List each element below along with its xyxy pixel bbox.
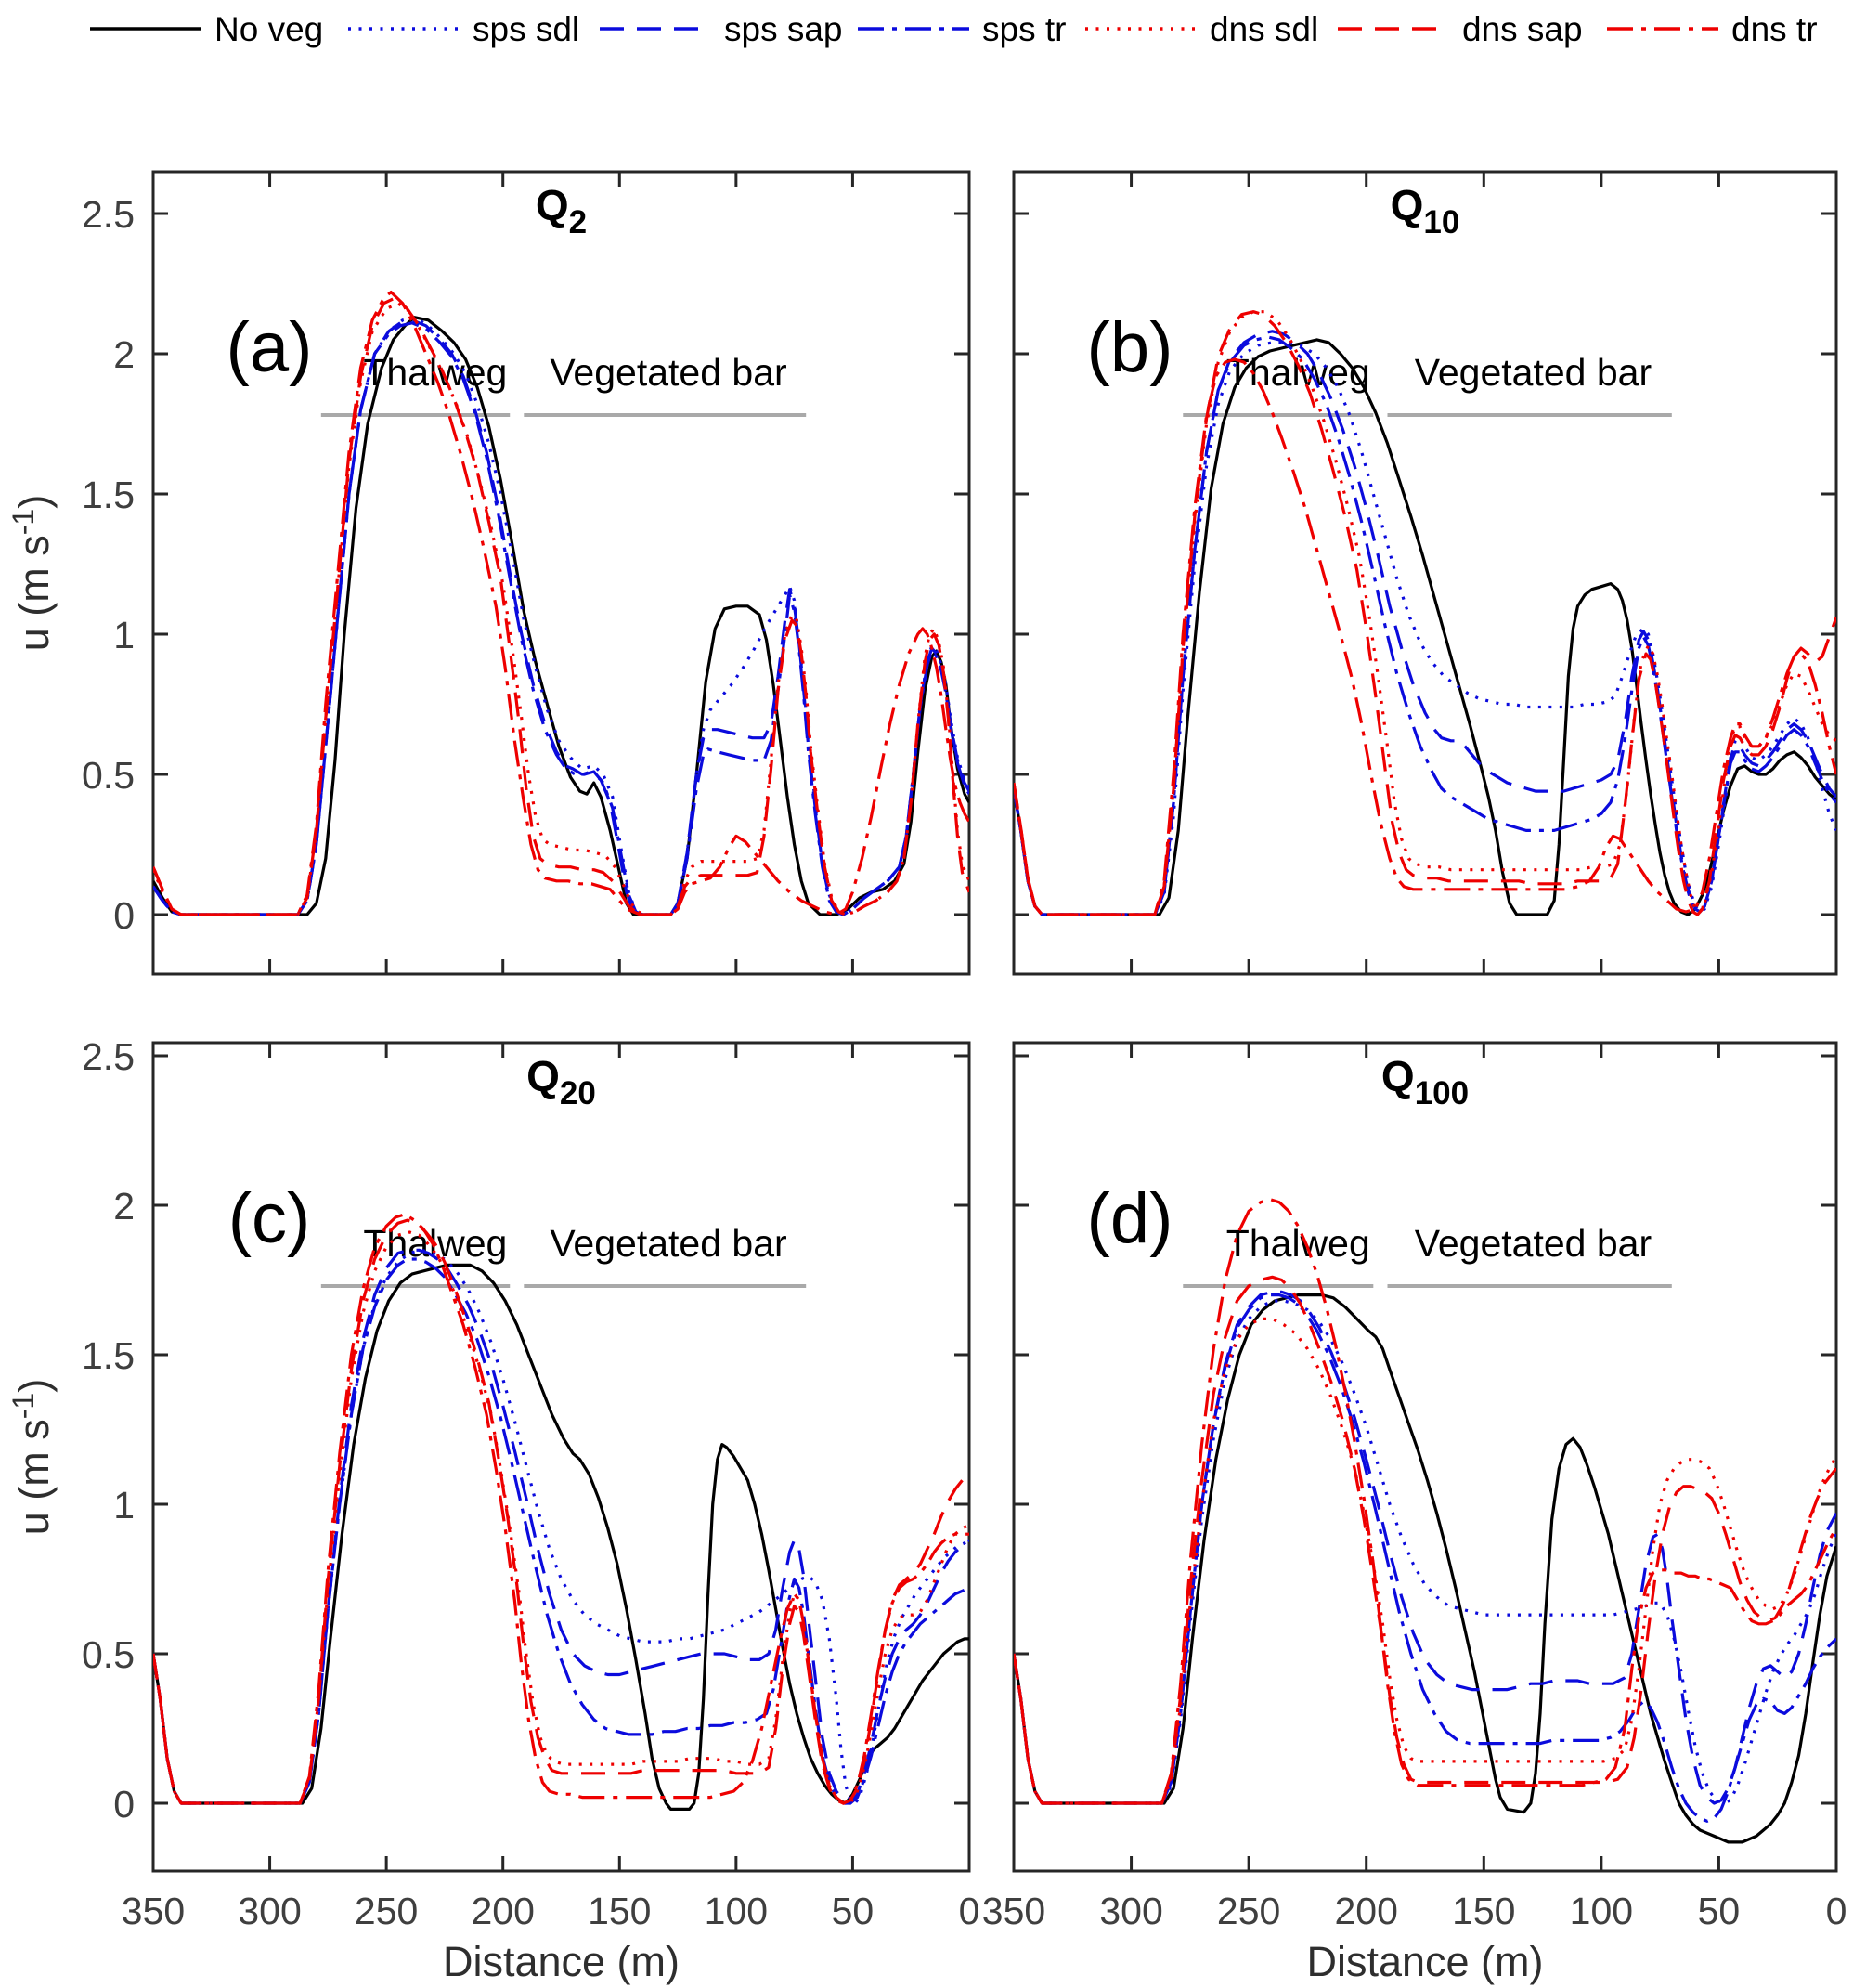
x-tick-label: 100 [705, 1890, 768, 1932]
series-sps_sap [1014, 1290, 1836, 1805]
series-dns_tr [153, 291, 969, 916]
x-tick-label: 250 [1217, 1890, 1280, 1932]
y-tick-label: 2 [113, 1185, 135, 1228]
series-sps_tr [1014, 1293, 1836, 1823]
y-tick-label: 1 [113, 614, 135, 656]
annotation-thalweg-label: Thalweg [363, 351, 507, 394]
y-tick-label: 0.5 [82, 754, 135, 797]
x-tick-label: 350 [982, 1890, 1045, 1932]
series-sps_tr [153, 1257, 969, 1805]
series-dns_sap [153, 296, 969, 916]
subplot-b: Q10 (b) Thalweg Vegetated bar [1012, 170, 1838, 976]
subplot-d: 350 300 250 200 150 100 50 0 Distance (m) Q100 (d)… [982, 1041, 1847, 1985]
x-axis-label: Distance (m) [1306, 1938, 1543, 1985]
y-tick-label: 0 [113, 894, 135, 937]
panel-label: (b) [1087, 308, 1173, 387]
legend-item-sps_sap: sps sap [600, 10, 843, 48]
series-sps_sdl [1014, 1299, 1836, 1805]
series-group [153, 291, 969, 916]
legend-label: No veg [214, 10, 323, 48]
annotation-thalweg-label: Thalweg [1226, 351, 1370, 394]
x-tick-label: 100 [1570, 1890, 1633, 1932]
plot-title: Q10 [1391, 181, 1460, 240]
y-tick-label: 1.5 [82, 1334, 135, 1377]
annotation-vegetated-bar-label: Vegetated bar [550, 1222, 786, 1265]
x-tick-label: 50 [1698, 1890, 1741, 1932]
y-axis-label: u (m s-1) [6, 495, 58, 651]
plot-title: Q2 [536, 181, 587, 240]
series-sps_tr [1014, 335, 1836, 916]
series-sps_sdl [153, 316, 969, 916]
series-no_veg [1014, 338, 1836, 916]
series-dns_sdl [153, 1230, 969, 1805]
y-tick-label: 2.5 [82, 1035, 135, 1078]
series-dns_sdl [1014, 310, 1836, 916]
series-sps_sap [1014, 330, 1836, 916]
legend-item-no_veg: No veg [90, 10, 323, 48]
subplot-c: 350 300 250 200 150 100 50 0 0 0.5 1 1.5 2 2.5 Distanc… [6, 1035, 979, 1985]
y-tick-label: 0 [113, 1783, 135, 1826]
x-tick-label: 300 [1099, 1890, 1162, 1932]
plot-title: Q20 [526, 1052, 596, 1111]
x-axis-label: Distance (m) [443, 1938, 680, 1985]
x-tick-label: 200 [472, 1890, 535, 1932]
legend-label: dns sdl [1210, 10, 1318, 48]
x-tick-label: 0 [959, 1890, 980, 1932]
series-group [1014, 1197, 1836, 1844]
legend-label: sps tr [982, 10, 1066, 48]
x-tick-label: 250 [355, 1890, 418, 1932]
plot-frame [1012, 1041, 1838, 1873]
x-tick-label: 50 [832, 1890, 875, 1932]
series-dns_tr [153, 1213, 969, 1805]
y-axis-label: u (m s-1) [6, 1379, 58, 1535]
legend-label: sps sdl [473, 10, 579, 48]
y-tick-label: 1.5 [82, 474, 135, 516]
legend-label: sps sap [724, 10, 843, 48]
plot-frame [151, 170, 971, 976]
series-sps_sap [153, 318, 969, 916]
x-tick-label: 300 [238, 1890, 301, 1932]
annotation-thalweg-label: Thalweg [1226, 1222, 1370, 1265]
series-dns_sap [1014, 310, 1836, 916]
y-tick-label: 0.5 [82, 1633, 135, 1676]
x-tick-label: 200 [1335, 1890, 1398, 1932]
y-tick-label: 2 [113, 333, 135, 376]
annotation-vegetated-bar-label: Vegetated bar [1415, 351, 1652, 394]
legend: No veg sps sdl sps sap sps tr dns sdl dns sap… [90, 10, 1818, 48]
series-sps_tr [153, 321, 969, 916]
series-group [1014, 310, 1836, 916]
panel-label: (a) [227, 308, 313, 387]
subplot-a: 0 0.5 1 1.5 2 2.5 u (m s-1) Q2 (a) Thalweg Vegetat… [6, 170, 971, 976]
series-no_veg [1014, 1293, 1836, 1844]
legend-item-sps_sdl: sps sdl [348, 10, 579, 48]
x-tick-label: 350 [122, 1890, 185, 1932]
plot-title: Q100 [1381, 1052, 1469, 1111]
y-tick-label: 1 [113, 1484, 135, 1527]
series-dns_tr [1014, 1197, 1836, 1805]
x-tick-label: 150 [1452, 1890, 1515, 1932]
series-dns_sap [153, 1218, 969, 1805]
series-group [153, 1213, 969, 1812]
series-dns_tr [1014, 357, 1836, 916]
legend-label: dns tr [1731, 10, 1818, 48]
legend-item-dns_sap: dns sap [1338, 10, 1583, 48]
panel-label: (d) [1087, 1179, 1173, 1258]
legend-item-dns_tr: dns tr [1607, 10, 1818, 48]
y-tick-label: 2.5 [82, 193, 135, 236]
panel-label: (c) [228, 1179, 311, 1258]
legend-item-sps_tr: sps tr [858, 10, 1066, 48]
x-tick-label: 0 [1826, 1890, 1847, 1932]
plot-frame [151, 1041, 971, 1873]
legend-label: dns sap [1462, 10, 1583, 48]
x-tick-label: 150 [588, 1890, 651, 1932]
plot-frame [1012, 170, 1838, 976]
annotation-vegetated-bar-label: Vegetated bar [1415, 1222, 1652, 1265]
series-dns_sap [1014, 1275, 1836, 1805]
annotation-vegetated-bar-label: Vegetated bar [550, 351, 786, 394]
legend-item-dns_sdl: dns sdl [1085, 10, 1318, 48]
